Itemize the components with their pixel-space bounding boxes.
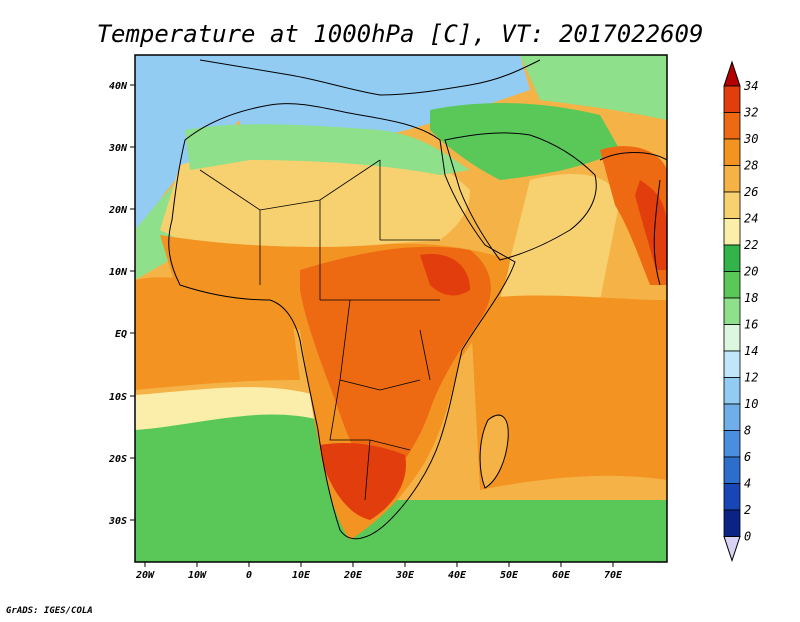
lon-tick-label: 30E (395, 570, 415, 581)
sahara-warm (160, 148, 470, 250)
lon-tick-label: 40E (448, 570, 467, 581)
india-hot (600, 146, 667, 285)
colorbar-label: 8 (744, 424, 751, 438)
colorbar-label: 20 (744, 265, 758, 279)
east-africa-core (420, 254, 470, 296)
colorbar-swatch (723, 324, 741, 352)
lat-tick-label: 30N (108, 143, 128, 154)
colorbar-label: 4 (744, 477, 751, 491)
india-coastline (599, 152, 667, 286)
india-core (635, 180, 667, 270)
colorbar-label: 28 (744, 159, 758, 173)
coastlines (168, 59, 667, 540)
colorbar-label: 14 (744, 344, 758, 358)
lon-tick-label: 60E (552, 570, 571, 581)
africa-landmass (160, 124, 510, 540)
colorbar-label: 12 (744, 371, 758, 385)
lon-tick-label: 0 (246, 570, 252, 581)
middle-east-green (430, 103, 620, 180)
colorbar-label: 6 (744, 450, 751, 464)
lat-tick-label: 40N (109, 81, 128, 92)
sahara-north-green (185, 124, 470, 175)
europe-green-strip (520, 55, 667, 120)
map-plot: 20W 10W 0 10E 20E 30E 40E 50E 60E 70E 40… (108, 54, 668, 581)
colorbar-swatch (723, 138, 741, 166)
colorbar-label: 24 (744, 212, 758, 226)
south-atlantic-warm-band (135, 387, 320, 430)
east-africa-hot (300, 246, 491, 490)
colorbar-label: 2 (744, 503, 751, 517)
indian-ocean-warm (470, 295, 667, 490)
lon-tick-label: 50E (500, 570, 519, 581)
colorbar-label: 34 (743, 79, 758, 93)
colorbar-swatch (723, 85, 741, 113)
colorbar-swatch (723, 271, 741, 299)
indian-ocean-south-cool (420, 500, 667, 562)
colorbar-swatch (723, 456, 741, 484)
lat-tick-label: EQ (115, 329, 127, 340)
arabia-coastline (444, 132, 597, 261)
europe-coastline (199, 59, 541, 96)
lon-tick-label: 70E (604, 570, 623, 581)
credit-label: GrADS: IGES/COLA (6, 606, 93, 616)
colorbar-label: 0 (744, 530, 751, 544)
colorbar-bottom-arrow (723, 536, 741, 563)
africa-coastline (168, 103, 516, 540)
colorbar-top-arrow (723, 60, 741, 87)
internal-borders (199, 159, 440, 501)
colorbar-swatch (723, 244, 741, 272)
colorbar-label: 22 (744, 238, 758, 252)
colorbar-label: 32 (743, 106, 758, 120)
colorbar-label: 16 (744, 318, 758, 332)
colorbar-swatch (723, 191, 741, 219)
lon-tick-label: 20W (135, 570, 155, 581)
madagascar (479, 414, 509, 489)
lon-tick-label: 20E (343, 570, 363, 581)
colorbar-swatch (723, 509, 741, 537)
colorbar-swatch (723, 112, 741, 140)
lon-tick-label: 10W (188, 570, 207, 581)
colorbar-label: 18 (744, 291, 758, 305)
tick-marks (130, 84, 614, 567)
colorbar-label: 30 (743, 132, 758, 146)
colorbar-swatch (723, 350, 741, 378)
colorbar-swatch (723, 165, 741, 193)
lon-tick-label: 10E (292, 570, 311, 581)
lat-tick-label: 30S (108, 516, 127, 527)
lat-tick-label: 10S (109, 392, 127, 403)
colorbar-label: 10 (744, 397, 758, 411)
colorbar-swatch (723, 483, 741, 511)
lat-tick-label: 10N (109, 267, 128, 278)
arabian-sea-warm (500, 174, 620, 315)
southern-africa-hot (320, 443, 406, 520)
lat-tick-label: 20N (108, 205, 128, 216)
colorbar-label: 26 (744, 185, 758, 199)
colorbar-swatch (723, 377, 741, 405)
colorbar-swatch (723, 403, 741, 431)
mediterranean-cool (240, 55, 530, 142)
lat-tick-label: 20S (108, 454, 127, 465)
colorbar-swatch (723, 297, 741, 325)
colorbar-swatch (723, 218, 741, 246)
colorbar-swatch (723, 430, 741, 458)
chart-title: Temperature at 1000hPa [C], VT: 20170226… (97, 20, 704, 48)
map-frame (134, 54, 668, 563)
south-atlantic-cool-area (135, 411, 340, 562)
